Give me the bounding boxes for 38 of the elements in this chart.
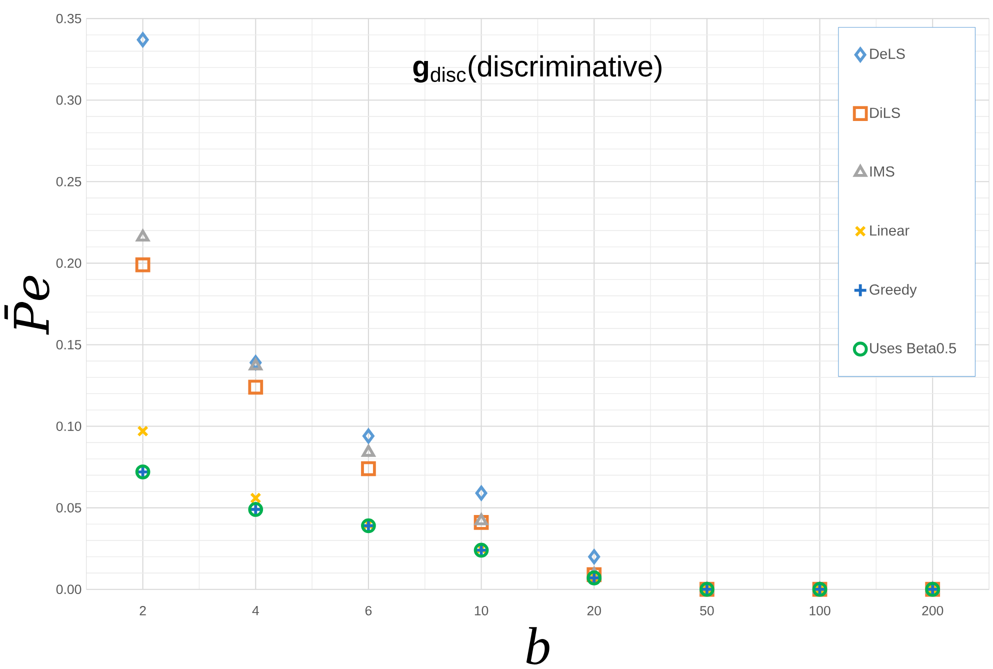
legend-label: DeLS	[870, 48, 905, 60]
x-tick-label: 50	[700, 606, 714, 616]
y-tick-label: 0.30	[56, 95, 82, 105]
point	[362, 444, 376, 457]
x-tick-label: 2	[140, 606, 146, 616]
y-tick-label: 0.05	[56, 503, 82, 513]
x-tick-label: 10	[474, 606, 488, 616]
y-tick-label: 0.25	[56, 176, 82, 186]
x-tick-label: 20	[587, 606, 601, 616]
point	[250, 492, 262, 504]
point	[588, 549, 600, 564]
y-tick-label: 0.20	[56, 258, 82, 268]
x-tick-label: 6	[365, 606, 372, 616]
x-tick-label: 100	[810, 606, 830, 616]
x-tick-label: 200	[922, 606, 944, 616]
point	[474, 513, 488, 526]
point	[137, 426, 148, 437]
point	[136, 32, 149, 48]
point	[362, 428, 374, 444]
y-axis-title: P̄e	[4, 276, 50, 335]
legend-label: DiLS	[870, 107, 900, 118]
point	[136, 230, 150, 242]
y-tick-label: 0.10	[56, 422, 82, 431]
point	[135, 257, 150, 272]
x-axis-title: b	[526, 627, 550, 665]
x-tick-label: 4	[252, 606, 259, 616]
legend-label: Linear	[870, 225, 910, 236]
y-tick-label: 0.00	[56, 584, 82, 594]
point	[361, 461, 376, 476]
y-tick-label: 0.35	[56, 14, 82, 24]
y-tick-label: 0.15	[56, 340, 82, 350]
point	[475, 486, 488, 501]
legend-label: Greedy	[870, 284, 917, 298]
point	[248, 380, 264, 395]
point	[249, 358, 262, 370]
legend-label: Uses Beta0.5	[870, 343, 956, 354]
legend-label: IMS	[870, 166, 894, 177]
text: g$_{disc}$(discriminative)	[413, 55, 662, 83]
